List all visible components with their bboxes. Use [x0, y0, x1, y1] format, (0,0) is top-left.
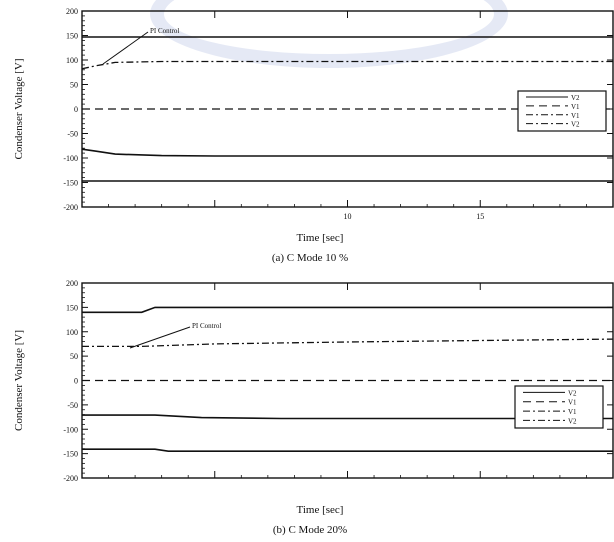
x-tick-label: 10 — [344, 212, 352, 221]
y-tick-label: -150 — [63, 450, 78, 459]
legend-entry: V2 — [571, 94, 580, 102]
y-tick-label: 50 — [70, 81, 78, 90]
y-tick-label: -200 — [63, 203, 78, 212]
y-tick-label: -200 — [63, 474, 78, 483]
y-tick-label: 150 — [66, 303, 78, 312]
legend-entry: V2 — [568, 389, 577, 397]
y-tick-label: -100 — [63, 154, 78, 163]
tick-marks — [82, 282, 613, 479]
legend-entry: V1 — [571, 112, 580, 120]
legend-entry: V1 — [568, 399, 577, 407]
y-axis-label: Condenser Voltage [V] — [13, 58, 25, 159]
y-tick-label: 200 — [66, 279, 78, 288]
legend-entry: V2 — [571, 121, 580, 129]
legend-box — [517, 90, 607, 132]
series-line-1 — [82, 306, 613, 314]
legend-entry: V1 — [571, 103, 580, 111]
y-tick-label: -50 — [67, 130, 78, 139]
x-tick-label: 15 — [476, 212, 484, 221]
series-lines — [82, 306, 614, 453]
legend-entry: V2 — [568, 417, 577, 425]
annotation-label: PI Control — [150, 27, 179, 35]
series-line-2 — [82, 338, 614, 348]
x-axis-label: Time [sec] — [297, 504, 344, 516]
legend-entry: V1 — [568, 408, 577, 416]
annotation-pointer — [129, 326, 191, 349]
legend-box — [514, 385, 604, 429]
panel-caption: (b) C Mode 20% — [273, 524, 347, 536]
y-tick-label: 100 — [66, 328, 78, 337]
tick-labels: 200 150 100 50 0 -50 -100 -150 -200 — [63, 279, 78, 483]
y-tick-label: 50 — [70, 352, 78, 361]
y-tick-label: 0 — [74, 105, 78, 114]
y-axis-label: Condenser Voltage [V] — [13, 330, 25, 431]
series-line-4 — [81, 148, 613, 157]
chart-panel-a: 200 150 100 50 0 -50 -100 -150 -200 10 15 PI Contr… — [13, 7, 614, 264]
y-tick-label: -100 — [63, 425, 78, 434]
annotation-label: PI Control — [192, 322, 221, 330]
x-axis-label: Time [sec] — [297, 232, 344, 244]
y-tick-label: -150 — [63, 179, 78, 188]
tick-labels: 200 150 100 50 0 -50 -100 -150 -200 10 15 — [63, 7, 484, 221]
y-tick-label: 100 — [66, 56, 78, 65]
y-tick-label: 200 — [66, 7, 78, 16]
series-line-2 — [81, 60, 613, 70]
y-tick-label: 0 — [74, 377, 78, 386]
series-line-4 — [82, 414, 613, 420]
panel-caption: (a) C Mode 10 % — [272, 252, 348, 264]
annotation-pointer — [102, 31, 149, 65]
y-tick-label: 150 — [66, 32, 78, 41]
tick-marks — [82, 10, 613, 208]
chart-panel-b: 200 150 100 50 0 -50 -100 -150 -200 PI Control V… — [13, 279, 614, 536]
series-line-5 — [82, 448, 613, 453]
y-tick-label: -50 — [67, 401, 78, 410]
